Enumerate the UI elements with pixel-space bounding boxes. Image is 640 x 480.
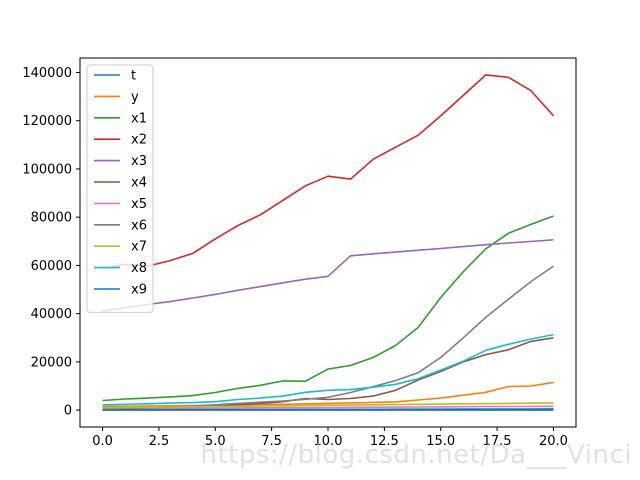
x-tick-label: 7.5 (261, 434, 282, 449)
x-tick-label: 10.0 (314, 434, 343, 449)
x-axis: 0.0 2.5 5.0 7.5 10.0 12.5 15.0 17.5 20.0 (92, 427, 568, 449)
y-tick-label: 140000 (22, 66, 72, 81)
legend-label-x9: x9 (131, 283, 147, 298)
legend-label-x3: x3 (131, 154, 147, 169)
y-tick-label: 20000 (31, 355, 72, 370)
series-line-x5 (102, 405, 554, 410)
legend-label-x1: x1 (131, 111, 147, 126)
x-tick-label: 5.0 (205, 434, 226, 449)
series-line-x3 (102, 239, 554, 312)
y-tick-label: 80000 (31, 211, 72, 226)
axes-frame (79, 57, 577, 428)
legend-label-y: y (131, 90, 139, 105)
legend-label-x2: x2 (131, 133, 147, 148)
y-tick-label: 40000 (31, 307, 72, 322)
x-tick-label: 20.0 (539, 434, 568, 449)
x-tick-label: 15.0 (426, 434, 455, 449)
legend-label-x7: x7 (131, 240, 147, 255)
series-line-x2 (102, 74, 555, 270)
x-tick-label: 0.0 (92, 434, 113, 449)
legend-box (86, 64, 154, 313)
series-line-x6 (102, 265, 554, 410)
y-tick-label: 0 (64, 404, 72, 419)
plot-lines (102, 74, 555, 411)
x-tick-label: 17.5 (483, 434, 512, 449)
legend-label-t: t (131, 69, 136, 84)
series-line-y (102, 381, 554, 408)
y-tick-label: 120000 (22, 114, 72, 129)
x-tick-label: 12.5 (370, 434, 399, 449)
legend-label-x5: x5 (131, 197, 147, 212)
series-line-x8 (102, 333, 554, 406)
y-tick-label: 60000 (31, 259, 72, 274)
y-tick-label: 100000 (22, 162, 72, 177)
series-line-x7 (102, 402, 554, 409)
legend-label-x8: x8 (131, 261, 147, 276)
watermark-text: https://blog.csdn.net/Da___Vinci (200, 440, 632, 470)
y-axis: 0 20000 40000 60000 80000 100000 120000 140000 (22, 66, 80, 419)
x-tick-label: 2.5 (149, 434, 170, 449)
series-line-x9 (102, 408, 554, 411)
legend-label-x4: x4 (131, 176, 147, 191)
legend: ty x1 x2 x3 x4 x5 x6 x7 x8 x9 (86, 64, 154, 313)
series-line-x1 (102, 215, 554, 402)
legend-label-x6: x6 (131, 218, 147, 233)
